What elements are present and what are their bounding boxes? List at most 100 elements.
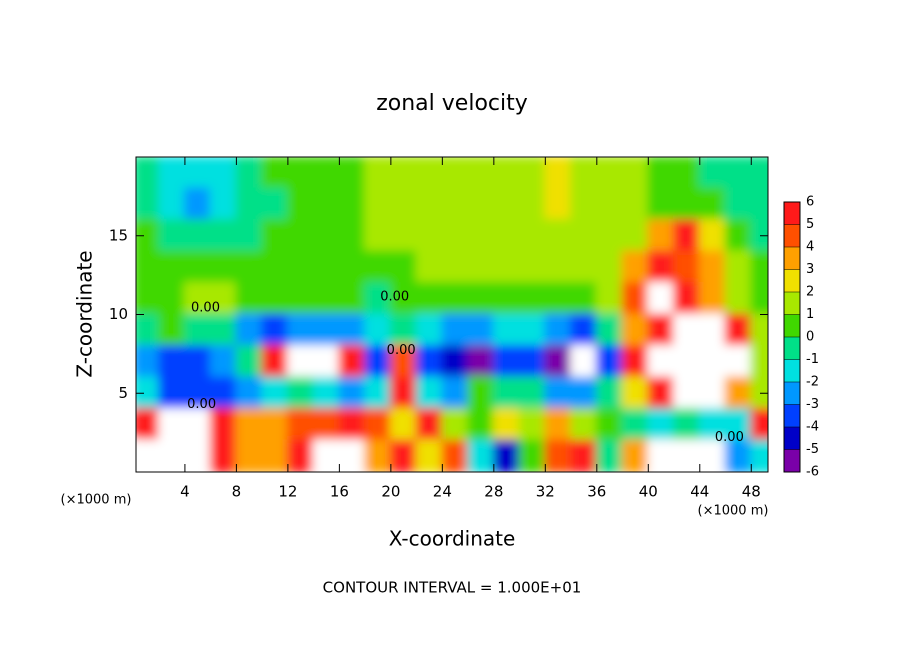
field-cell [312, 439, 341, 472]
field-cell [286, 439, 315, 472]
field-cell [415, 313, 444, 347]
field-cell [158, 250, 186, 284]
colorbar-tick-label: -6 [806, 465, 819, 480]
field-cell [136, 408, 161, 442]
field-cell [647, 313, 676, 347]
colorbar-swatch [784, 202, 800, 225]
field-cell [750, 439, 768, 472]
colorbar-tick-label: -3 [806, 397, 819, 412]
field-cell [209, 250, 238, 284]
field-cell [158, 408, 186, 442]
field-cell [570, 219, 598, 253]
field-cell [183, 376, 212, 410]
field-cell [518, 408, 547, 442]
field-cell [261, 187, 289, 221]
field-cell [235, 282, 264, 316]
colorbar-swatch [784, 269, 800, 292]
field-cell [570, 282, 598, 316]
field [136, 157, 768, 472]
field-cell [338, 250, 367, 284]
field-cell [673, 376, 701, 410]
field-cell [209, 376, 238, 410]
field-cell [570, 376, 598, 410]
contour-label: 0.00 [380, 290, 409, 305]
field-cell [312, 187, 341, 221]
field-cell [544, 219, 573, 253]
colorbar-tick-label: 4 [806, 240, 814, 255]
field-cell [136, 157, 161, 190]
colorbar-swatch [784, 337, 800, 360]
field-cell [389, 376, 418, 410]
field-cell [698, 376, 727, 410]
colorbar-tick-label: 3 [806, 262, 814, 277]
x-tick-label: 12 [278, 483, 297, 501]
field-cell [621, 439, 650, 472]
field-cell [209, 439, 238, 472]
field-cell [209, 408, 238, 442]
field-cell [647, 345, 676, 379]
field-cell [136, 250, 161, 284]
field-cell [492, 219, 521, 253]
field-cell [673, 408, 701, 442]
field-cell [338, 219, 367, 253]
colorbar-tick-label: -4 [806, 420, 819, 435]
colorbar-tick-label: 1 [806, 307, 814, 322]
field-cell [338, 282, 367, 316]
colorbar-tick-label: -5 [806, 442, 819, 457]
field-cell [441, 313, 470, 347]
field-cell [621, 219, 650, 253]
field-cell [673, 187, 701, 221]
field-cell [158, 439, 186, 472]
field-cell [621, 187, 650, 221]
field-cell [647, 439, 676, 472]
field-cell [364, 157, 392, 190]
field-cell [364, 345, 392, 379]
field-cell [364, 313, 392, 347]
colorbar-tick-label: -1 [806, 352, 819, 367]
field-cell [647, 282, 676, 316]
x-tick-label: 16 [330, 483, 349, 501]
field-cell [136, 345, 161, 379]
field-cells [136, 157, 768, 472]
field-cell [492, 345, 521, 379]
field-cell [235, 376, 264, 410]
field-cell [621, 376, 650, 410]
field-cell [570, 408, 598, 442]
field-cell [235, 250, 264, 284]
field-cell [647, 408, 676, 442]
field-cell [286, 187, 315, 221]
contour-label: 0.00 [191, 301, 220, 316]
field-cell [698, 219, 727, 253]
field-cell [286, 345, 315, 379]
field-cell [312, 219, 341, 253]
field-cell [467, 282, 495, 316]
field-cell [235, 157, 264, 190]
field-cell [261, 439, 289, 472]
field-cell [389, 219, 418, 253]
field-cell [673, 157, 701, 190]
colorbar-swatch [784, 449, 800, 472]
field-cell [544, 282, 573, 316]
colorbar-swatch [784, 247, 800, 270]
field-cell [518, 157, 547, 190]
field-cell [467, 408, 495, 442]
field-cell [338, 345, 367, 379]
field-cell [415, 219, 444, 253]
field-cell [286, 408, 315, 442]
field-cell [261, 313, 289, 347]
field-cell [338, 376, 367, 410]
field-cell [364, 250, 392, 284]
field-cell [209, 313, 238, 347]
field-cell [415, 250, 444, 284]
field-cell [698, 313, 727, 347]
x-tick-label: 32 [536, 483, 555, 501]
field-cell [518, 250, 547, 284]
field-cell [415, 439, 444, 472]
field-cell [261, 376, 289, 410]
field-cell [621, 345, 650, 379]
colorbar-tick-label: 2 [806, 285, 814, 300]
field-cell [286, 250, 315, 284]
field-cell [673, 250, 701, 284]
field-cell [673, 439, 701, 472]
field-cell [750, 376, 768, 410]
